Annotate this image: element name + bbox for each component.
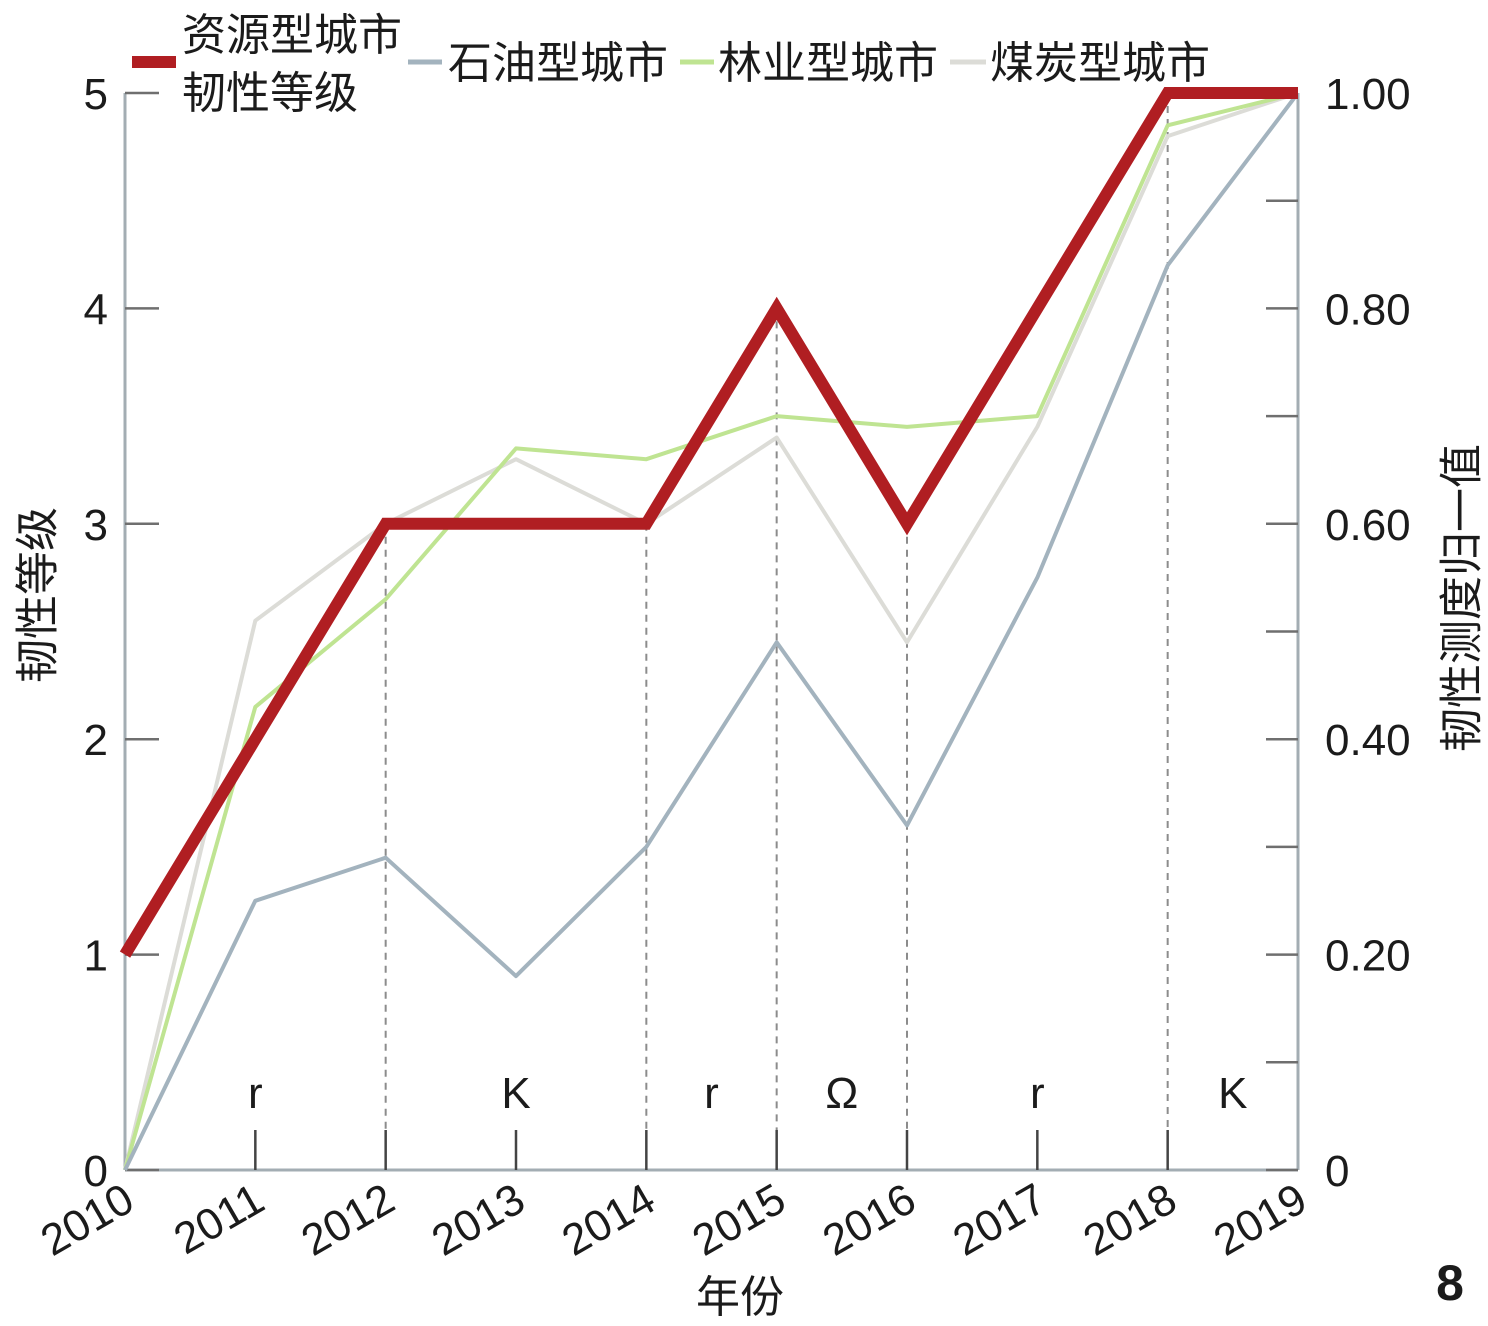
resource-city-resilience-line [119,87,1298,958]
series-lines [119,87,1300,1171]
legend-label-forestry-city: 林业型城市 [718,39,938,88]
left-axis-tick-label: 0 [84,1147,108,1196]
phase-label: r [1030,1069,1045,1118]
guide-lines [384,93,1169,1130]
x-axis-tick-label: 2013 [424,1174,533,1265]
left-axis-tick-label: 5 [84,70,108,119]
panel-label: 8 [1436,1255,1464,1311]
left-axis-tick-label: 1 [84,932,108,981]
right-axis-title: 韧性测度归一值 [1438,444,1487,752]
x-axis-tick-label: 2017 [945,1174,1054,1265]
x-axis-tick-label: 2016 [815,1174,924,1265]
right-axis-tick-label: 1.00 [1325,70,1411,119]
left-axis-tick-label: 3 [84,501,108,550]
right-axis-tick-label: 0.60 [1325,501,1411,550]
x-axis-tick-label: 2011 [166,1174,272,1264]
phase-label: K [1218,1069,1247,1118]
legend-label-resource-city: 资源型城市韧性等级 [182,10,402,119]
right-axis-tick-label: 0.40 [1325,716,1411,765]
x-axis-tick-label: 2015 [684,1174,793,1265]
left-axis-title: 韧性等级 [14,507,63,683]
legend-label-coal-city: 煤炭型城市 [990,39,1210,88]
legend-label-oil-city: 石油型城市 [448,39,668,88]
phase-label: K [501,1069,530,1118]
oil-city-line [123,91,1300,1171]
right-axis-tick-label: 0.20 [1325,932,1411,981]
x-axis-tick-label: 2019 [1206,1174,1315,1265]
legend: 石油型城市 林业型城市 煤炭型城市 [132,39,1210,88]
phase-label: r [248,1069,263,1118]
left-axis-tick-label: 4 [84,285,108,334]
right-axis-tick-label: 0 [1325,1147,1349,1196]
x-axis-title: 年份 [696,1273,784,1322]
coal-city-line [123,91,1299,1171]
forestry-city-line [123,91,1299,1171]
x-axis-tick-label: 2012 [293,1174,402,1265]
phase-label: r [704,1069,719,1118]
x-axis-tick-label: 2014 [554,1174,663,1265]
right-axis-tick-label: 0.80 [1325,285,1411,334]
phase-label: Ω [825,1069,858,1118]
x-axis-tick-label: 2018 [1075,1174,1184,1265]
left-axis-tick-label: 2 [84,716,108,765]
